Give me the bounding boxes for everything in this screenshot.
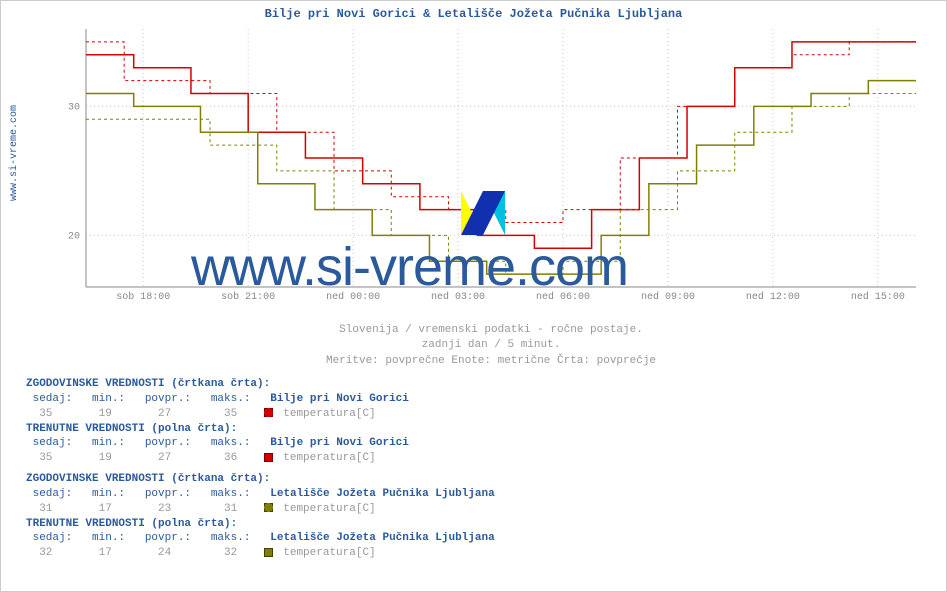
svg-text:ned 09:00: ned 09:00 — [641, 291, 695, 303]
legend-header: ZGODOVINSKE VREDNOSTI (črtkana črta): — [26, 472, 926, 487]
legend-values-row: 32 17 24 32 temperatura[C] — [26, 546, 926, 561]
legend-columns-row: sedaj: min.: povpr.: maks.: Letališče Jo… — [26, 531, 926, 546]
caption-line: Slovenija / vremenski podatki - ročne po… — [56, 323, 926, 338]
chart-title: Bilje pri Novi Gorici & Letališče Jožeta… — [1, 1, 946, 21]
svg-text:30: 30 — [68, 102, 80, 113]
svg-text:20: 20 — [68, 231, 80, 242]
caption-line: zadnji dan / 5 minut. — [56, 338, 926, 353]
legend-block: ZGODOVINSKE VREDNOSTI (črtkana črta): se… — [26, 377, 926, 561]
legend-swatch — [264, 408, 273, 417]
svg-text:ned 15:00: ned 15:00 — [851, 291, 905, 303]
legend-values-row: 31 17 23 31 temperatura[C] — [26, 502, 926, 517]
site-label-vertical: www.si-vreme.com — [9, 105, 20, 201]
legend-values-row: 35 19 27 35 temperatura[C] — [26, 407, 926, 422]
legend-columns-row: sedaj: min.: povpr.: maks.: Bilje pri No… — [26, 436, 926, 451]
legend-swatch — [264, 503, 273, 512]
legend-swatch — [264, 548, 273, 557]
legend-columns-row: sedaj: min.: povpr.: maks.: Letališče Jo… — [26, 487, 926, 502]
legend-header: ZGODOVINSKE VREDNOSTI (črtkana črta): — [26, 377, 926, 392]
svg-text:ned 12:00: ned 12:00 — [746, 291, 800, 303]
chart-caption: Slovenija / vremenski podatki - ročne po… — [56, 323, 926, 369]
legend-values-row: 35 19 27 36 temperatura[C] — [26, 451, 926, 466]
watermark-text: www.si-vreme.com — [191, 236, 628, 298]
svg-text:sob 18:00: sob 18:00 — [116, 291, 170, 303]
caption-line: Meritve: povprečne Enote: metrične Črta:… — [56, 354, 926, 369]
legend-swatch — [264, 453, 273, 462]
legend-header: TRENUTNE VREDNOSTI (polna črta): — [26, 517, 926, 532]
watermark-logo — [461, 191, 505, 235]
legend-columns-row: sedaj: min.: povpr.: maks.: Bilje pri No… — [26, 392, 926, 407]
page-container: Bilje pri Novi Gorici & Letališče Jožeta… — [0, 0, 947, 592]
legend-header: TRENUTNE VREDNOSTI (polna črta): — [26, 422, 926, 437]
